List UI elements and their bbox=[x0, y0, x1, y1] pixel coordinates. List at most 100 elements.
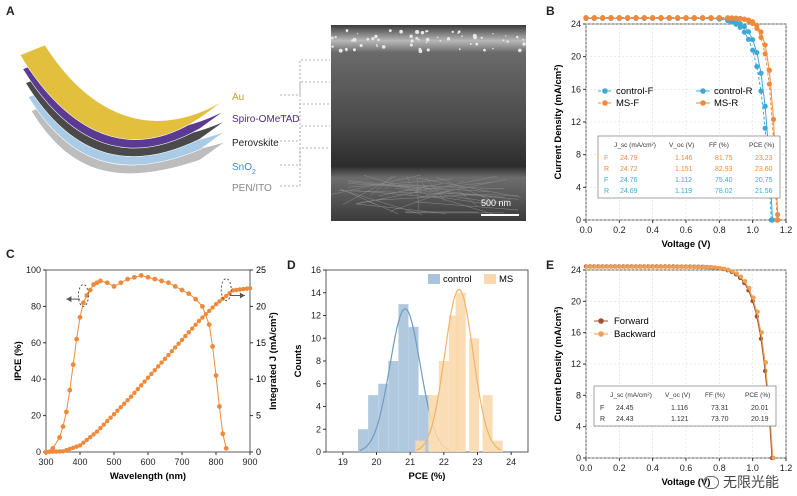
integrated-j-point bbox=[196, 318, 202, 324]
integrated-j-point bbox=[47, 449, 52, 455]
table-cell: 24.45 bbox=[616, 405, 634, 412]
ipce-point bbox=[145, 274, 151, 280]
integrated-j-point bbox=[193, 322, 198, 327]
integrated-j-point bbox=[244, 286, 249, 291]
integrated-j-point bbox=[91, 432, 96, 437]
ipce-point bbox=[98, 278, 103, 284]
sem-grain bbox=[374, 34, 378, 39]
sem-texture-line bbox=[369, 175, 393, 197]
integrated-j-point bbox=[115, 408, 120, 413]
x-axis-label: Wavelength (nm) bbox=[110, 471, 186, 482]
sem-texture-line bbox=[421, 181, 426, 188]
x-tick-label: 24 bbox=[506, 457, 516, 467]
bar-control bbox=[398, 304, 409, 452]
bar-MS bbox=[482, 395, 493, 452]
x-tick-label: 600 bbox=[140, 457, 155, 467]
table-cell: 73.31 bbox=[711, 405, 729, 412]
integrated-j-point bbox=[190, 326, 195, 331]
sem-grain bbox=[457, 32, 460, 34]
y-axis-label: Current Density (mA/cm²) bbox=[553, 64, 564, 179]
right-arrow-head bbox=[239, 292, 245, 299]
legend-label: Backward bbox=[614, 329, 656, 340]
ipce-point bbox=[50, 445, 56, 451]
integrated-j-point bbox=[139, 383, 144, 388]
table-row-dir: R bbox=[600, 416, 605, 423]
series-line-Forward bbox=[585, 265, 773, 459]
data-point-MS-R bbox=[641, 15, 647, 21]
sem-texture-line bbox=[355, 190, 440, 198]
sem-texture-line bbox=[342, 175, 396, 205]
data-point-MS-R bbox=[766, 67, 772, 73]
x-tick-label: 700 bbox=[174, 457, 189, 467]
table-row-dir: R bbox=[604, 166, 609, 173]
ipce-point bbox=[67, 387, 73, 393]
ipce-point bbox=[132, 274, 137, 280]
sem-texture-line bbox=[379, 184, 505, 190]
x-tick-label: 0.8 bbox=[713, 463, 726, 473]
bar-control bbox=[388, 361, 399, 452]
y-tick-label: 8 bbox=[576, 390, 581, 400]
table-header: J_sc (mA/cm²) bbox=[610, 392, 652, 399]
sem-cross-section-image: 500 nm bbox=[331, 25, 526, 221]
sem-texture-line bbox=[341, 189, 423, 215]
integrated-j-point bbox=[74, 444, 79, 449]
data-point-MS-R bbox=[775, 212, 781, 218]
data-point-control-R bbox=[737, 20, 743, 27]
ipce-point bbox=[77, 314, 83, 320]
data-point-MS-R bbox=[775, 217, 781, 223]
leader-line bbox=[280, 147, 330, 187]
y-tick-label: 60 bbox=[31, 338, 41, 348]
ipce-point bbox=[104, 280, 110, 286]
bar-MS bbox=[492, 440, 503, 452]
data-point-Backward bbox=[667, 264, 673, 269]
ipce-point bbox=[111, 283, 117, 289]
sem-grain bbox=[345, 49, 348, 52]
y-tick-label: 0 bbox=[576, 215, 581, 225]
table-header: J_sc (mA/cm²) bbox=[614, 142, 656, 149]
table-cell: 24.76 bbox=[620, 177, 638, 184]
y-tick-label: 16 bbox=[311, 265, 321, 275]
integrated-highlight-ellipse bbox=[220, 278, 232, 302]
integrated-j-point bbox=[183, 333, 188, 339]
data-point-MS-R bbox=[600, 15, 606, 21]
data-point-Forward bbox=[762, 368, 768, 374]
x-tick-label: 19 bbox=[338, 457, 348, 467]
data-point-MS-R bbox=[633, 15, 639, 21]
table-header: V_oc (V) bbox=[665, 392, 690, 399]
y-tick-label: 12 bbox=[571, 359, 581, 369]
x-tick-label: 0.6 bbox=[680, 225, 693, 235]
data-point-Backward bbox=[705, 264, 710, 270]
x-tick-label: 20 bbox=[371, 457, 381, 467]
integrated-j-point bbox=[122, 401, 127, 406]
integrated-j-point bbox=[60, 449, 66, 454]
sem-grain bbox=[376, 45, 378, 48]
data-point-control-F bbox=[737, 24, 743, 30]
legend-marker bbox=[700, 88, 706, 94]
data-point-Backward bbox=[755, 309, 760, 314]
data-point-MS-R bbox=[691, 15, 697, 21]
y-tick-label: 14 bbox=[311, 288, 321, 298]
sem-grain bbox=[399, 29, 403, 34]
data-point-Backward bbox=[642, 264, 648, 269]
data-point-Backward bbox=[709, 265, 714, 270]
table-header: PCE (%) bbox=[749, 142, 774, 149]
legend-marker bbox=[598, 318, 604, 324]
bar-MS bbox=[455, 292, 466, 452]
ipce-point bbox=[57, 435, 62, 440]
y2-axis-label: Integrated J (mA/cm²) bbox=[268, 312, 279, 410]
y2-tick-label: 15 bbox=[256, 338, 266, 348]
sem-grain bbox=[388, 29, 392, 33]
data-point-MS-R bbox=[762, 42, 768, 48]
data-point-control-F bbox=[758, 88, 764, 94]
data-point-Backward bbox=[592, 264, 598, 269]
data-point-Backward bbox=[701, 264, 706, 270]
sem-texture-line bbox=[415, 201, 519, 211]
data-point-MS-R bbox=[675, 15, 681, 21]
data-point-Backward bbox=[730, 269, 735, 274]
data-point-MS-R bbox=[658, 15, 664, 21]
table-row-dir: F bbox=[604, 155, 608, 162]
left-arrow-head bbox=[66, 296, 72, 303]
legend-label: control-F bbox=[616, 86, 654, 97]
sem-grain bbox=[357, 33, 359, 35]
layer-label: Perovskite bbox=[232, 138, 279, 149]
